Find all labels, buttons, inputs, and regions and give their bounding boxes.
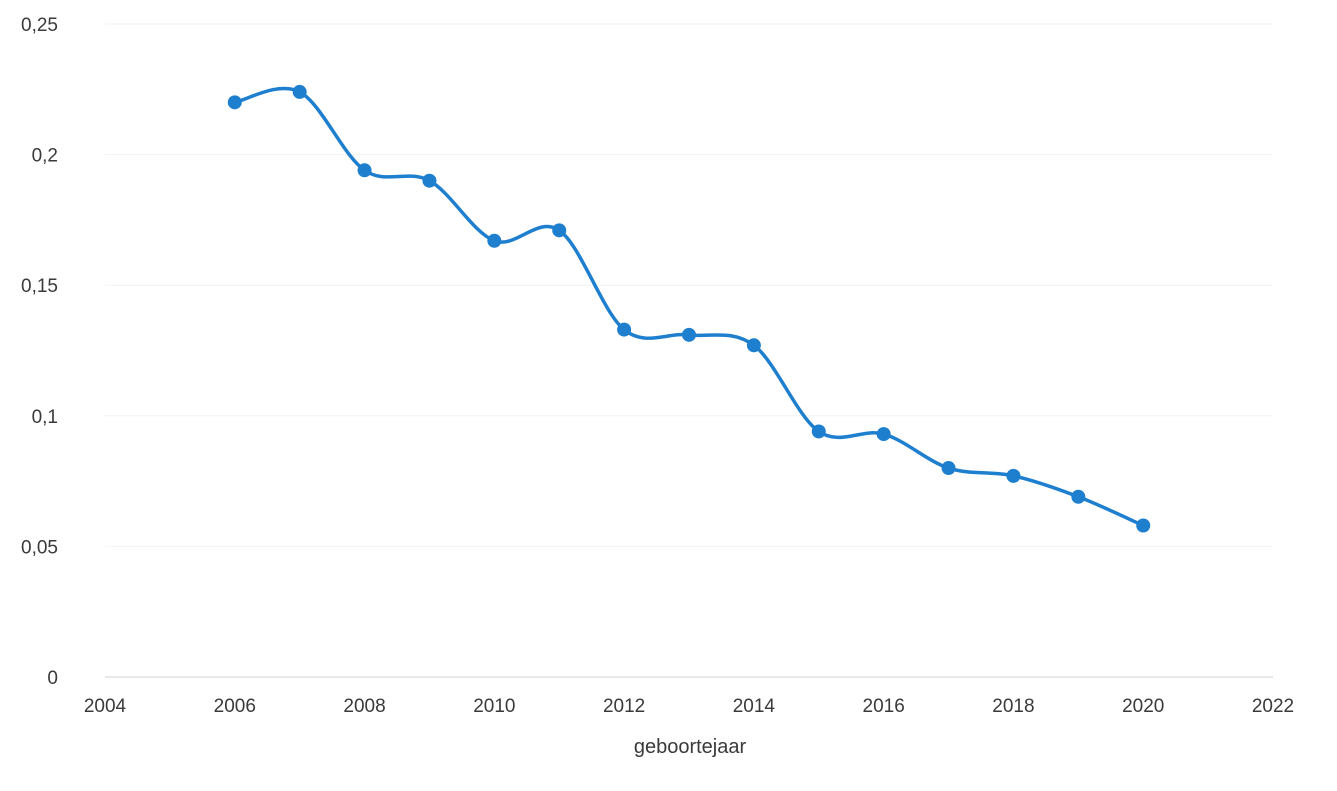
data-point [876, 427, 891, 442]
y-tick-label: 0,05 [21, 537, 58, 558]
data-point [422, 173, 437, 188]
x-tick-label: 2008 [343, 696, 385, 717]
data-point [1136, 518, 1151, 533]
y-tick-label: 0 [47, 668, 58, 689]
x-tick-label: 2020 [1122, 696, 1164, 717]
y-tick-label: 0,15 [21, 276, 58, 297]
y-tick-label: 0,1 [32, 407, 58, 428]
data-point [292, 84, 307, 99]
gridlines [105, 23, 1273, 547]
data-point [1006, 468, 1021, 483]
data-point [357, 163, 372, 178]
x-tick-label: 2014 [733, 696, 776, 717]
x-tick-label: 2010 [473, 696, 515, 717]
data-point [811, 424, 826, 439]
tick-labels: 0 0,05 0,1 0,15 0,2 0,25 2004 2006 2008 2010 2012 2… [21, 15, 1294, 717]
y-tick-label: 0,25 [21, 15, 58, 36]
data-point [1071, 489, 1086, 504]
x-tick-label: 2016 [863, 696, 905, 717]
x-tick-label: 2022 [1252, 696, 1294, 717]
x-tick-label: 2006 [214, 696, 256, 717]
data-point [552, 223, 567, 238]
x-tick-label: 2018 [992, 696, 1034, 717]
data-point [227, 95, 242, 110]
series-plot [227, 84, 1151, 533]
data-point [487, 233, 502, 248]
series-line [233, 86, 1145, 528]
data-point [941, 461, 956, 476]
data-point [746, 338, 761, 353]
data-point [682, 327, 696, 342]
data-point [617, 322, 632, 337]
y-tick-label: 0,2 [32, 146, 58, 167]
x-tick-label: 2012 [603, 696, 645, 717]
x-axis-title: geboortejaar [634, 736, 747, 758]
x-tick-label: 2004 [84, 696, 127, 717]
